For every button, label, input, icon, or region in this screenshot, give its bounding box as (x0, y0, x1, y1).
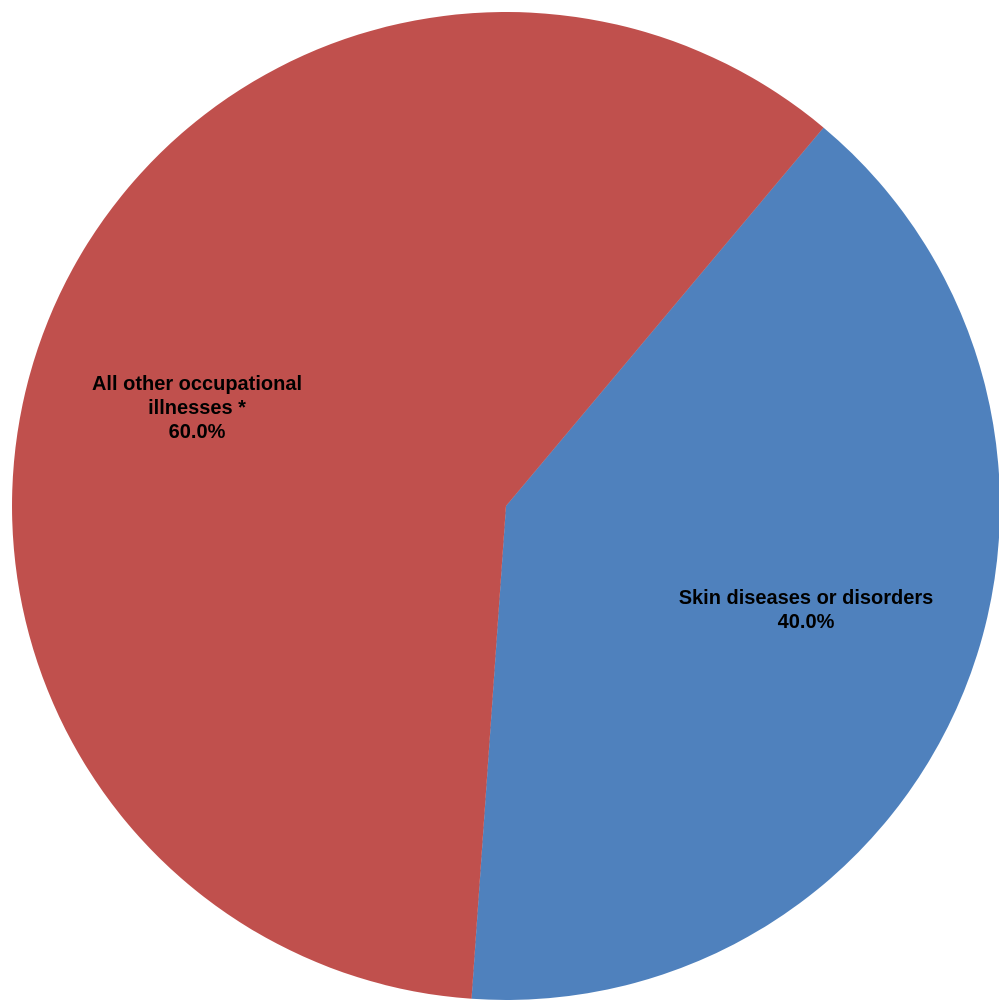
pie-slice-0 (471, 127, 999, 1001)
slice-category-label: Skin diseases or disorders (679, 587, 934, 609)
slice-label-1: All other occupational illnesses * 60.0% (92, 373, 302, 443)
slice-category-label: All other occupational (92, 373, 302, 395)
slice-percent-label: 60.0% (169, 421, 226, 443)
pie-slice-1 (12, 12, 824, 999)
slice-label-0: Skin diseases or disorders 40.0% (679, 587, 934, 633)
slice-category-label: illnesses * (148, 397, 246, 419)
slice-percent-label: 40.0% (778, 611, 835, 633)
